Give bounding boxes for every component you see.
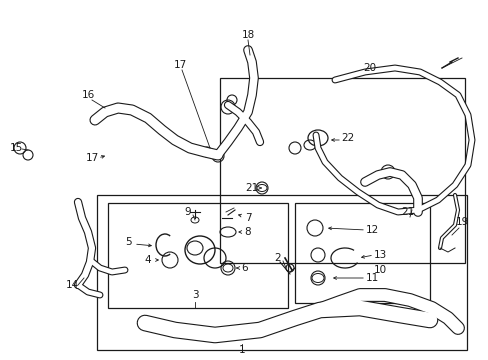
- Text: 8: 8: [244, 227, 251, 237]
- Text: 7: 7: [244, 213, 251, 223]
- Bar: [220, 78, 464, 263]
- Bar: [108, 203, 287, 308]
- Text: 22: 22: [341, 133, 354, 143]
- Text: 9: 9: [184, 207, 191, 217]
- Text: 4: 4: [144, 255, 151, 265]
- Text: 19: 19: [454, 217, 468, 227]
- Text: 15: 15: [9, 143, 22, 153]
- Text: 18: 18: [241, 30, 254, 40]
- Text: 17: 17: [173, 60, 186, 70]
- Bar: [294, 203, 429, 303]
- Text: 21: 21: [245, 183, 258, 193]
- Text: 17: 17: [85, 153, 99, 163]
- Text: 2: 2: [274, 253, 281, 263]
- Text: 3: 3: [191, 290, 198, 300]
- Text: 21: 21: [401, 207, 414, 217]
- Text: 10: 10: [373, 265, 386, 275]
- Text: 20: 20: [363, 63, 376, 73]
- Text: 13: 13: [373, 250, 386, 260]
- Bar: [97, 195, 466, 350]
- Text: 11: 11: [365, 273, 378, 283]
- Text: 16: 16: [81, 90, 95, 100]
- Text: 14: 14: [65, 280, 79, 290]
- Text: 12: 12: [365, 225, 378, 235]
- Text: 5: 5: [124, 237, 131, 247]
- Text: 1: 1: [238, 345, 245, 355]
- Text: 6: 6: [241, 263, 248, 273]
